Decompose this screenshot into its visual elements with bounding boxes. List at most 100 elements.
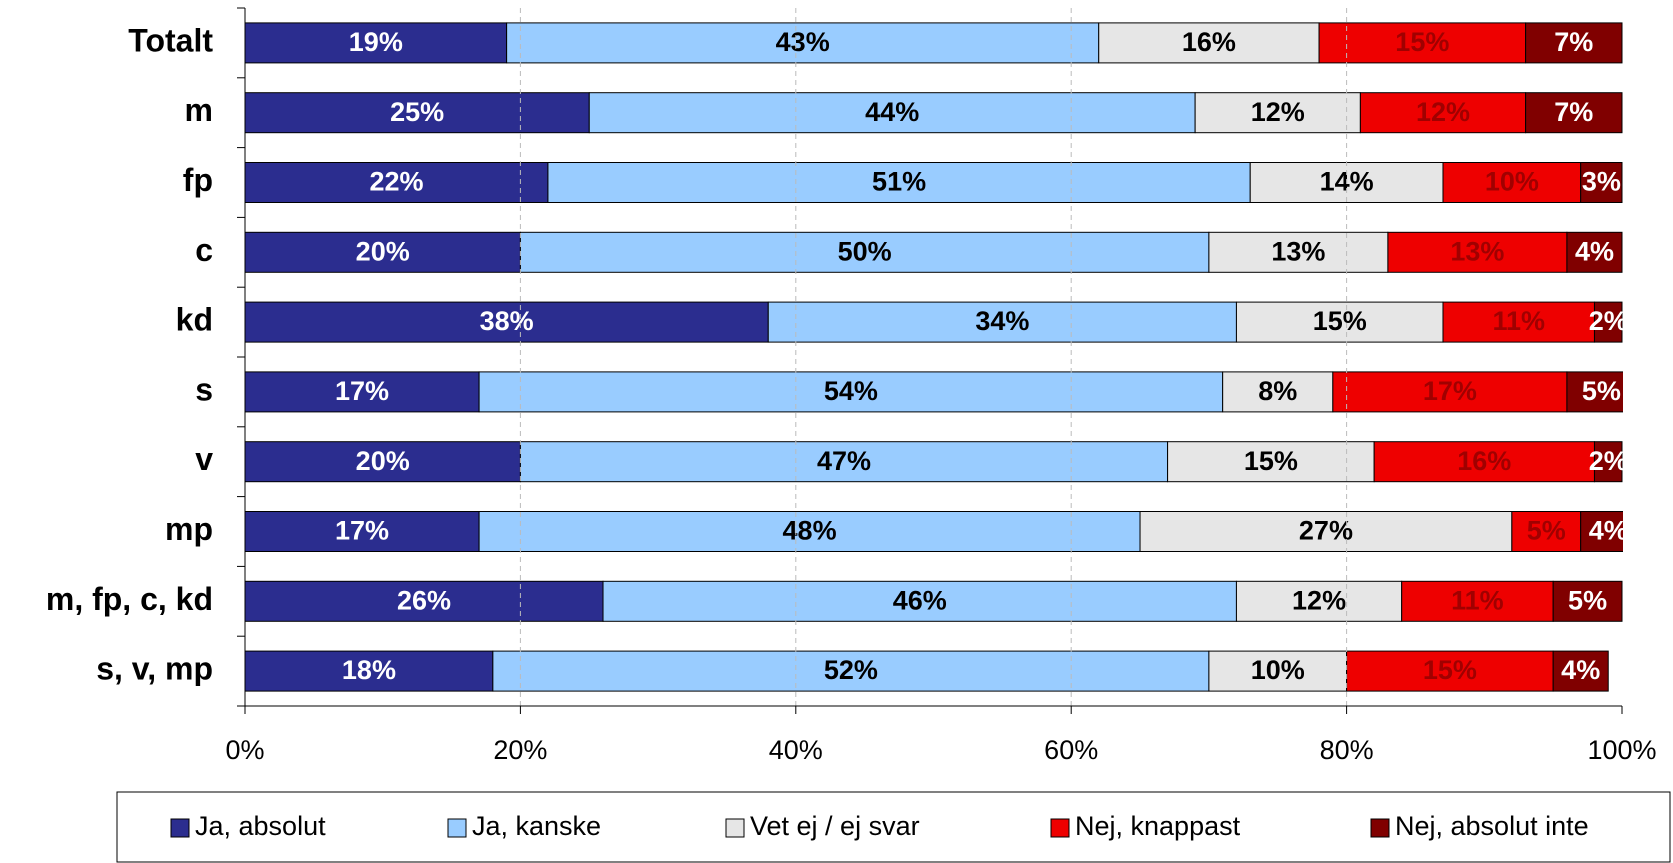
bar-segment xyxy=(1139,511,1513,552)
bar-segment xyxy=(1525,92,1623,134)
y-tick-label: c xyxy=(195,232,213,268)
data-label: 17% xyxy=(1423,376,1477,406)
data-label: 43% xyxy=(776,27,830,57)
data-label: 51% xyxy=(872,167,926,197)
bar-segment xyxy=(478,511,1141,552)
data-label: 22% xyxy=(369,167,423,197)
bar-segment xyxy=(245,580,604,622)
bar-segment xyxy=(1235,301,1444,343)
legend-label: Ja, absolut xyxy=(195,811,326,841)
legend-label: Nej, knappast xyxy=(1075,811,1241,841)
x-tick-label: 20% xyxy=(493,735,547,765)
bar-segment xyxy=(1580,511,1623,552)
data-label: 44% xyxy=(865,97,919,127)
data-label: 3% xyxy=(1582,167,1621,197)
data-label: 8% xyxy=(1258,376,1297,406)
legend-swatch xyxy=(725,818,745,838)
data-label: 12% xyxy=(1292,585,1346,615)
data-label: 7% xyxy=(1554,27,1593,57)
legend-box xyxy=(116,791,1671,863)
bar-segment xyxy=(1387,231,1568,273)
bar-segment xyxy=(506,22,1100,64)
y-tick-label: s xyxy=(195,371,213,407)
data-label: 10% xyxy=(1251,655,1305,685)
y-tick-label: m xyxy=(185,92,213,128)
bar-segment xyxy=(1566,231,1623,273)
bar-segment xyxy=(245,301,769,343)
data-label: 34% xyxy=(975,306,1029,336)
x-tick-label: 100% xyxy=(1587,735,1656,765)
bar-segment xyxy=(1332,371,1568,413)
x-tick-label: 0% xyxy=(225,735,264,765)
y-tick-label: kd xyxy=(176,302,213,338)
data-label: 7% xyxy=(1554,97,1593,127)
data-label: 17% xyxy=(335,376,389,406)
data-label: 12% xyxy=(1251,97,1305,127)
bar-segment xyxy=(1552,580,1623,622)
bar-segment xyxy=(1511,511,1582,552)
y-tick-label: s, v, mp xyxy=(96,651,213,687)
plot-area: 19% 43% 16% 15% 7%25% 44% 12% 12% 7%22% 51% 14% 10%… xyxy=(245,22,1628,692)
y-tick-label: mp xyxy=(165,511,213,547)
data-label: 13% xyxy=(1450,236,1504,266)
data-label: 47% xyxy=(817,446,871,476)
bar-segment xyxy=(1401,580,1554,622)
data-label: 15% xyxy=(1244,446,1298,476)
data-label: 46% xyxy=(893,585,947,615)
data-label: 25% xyxy=(390,97,444,127)
bar-segment xyxy=(1346,650,1554,692)
data-label: 20% xyxy=(356,446,410,476)
y-tick-label: Totalt xyxy=(128,22,213,58)
data-label: 5% xyxy=(1582,376,1621,406)
legend-swatch xyxy=(447,818,467,838)
data-label: 26% xyxy=(397,585,451,615)
data-label: 38% xyxy=(480,306,534,336)
data-label: 19% xyxy=(349,27,403,57)
bar-segment xyxy=(1167,441,1375,483)
data-label: 18% xyxy=(342,655,396,685)
legend-swatch xyxy=(170,818,190,838)
legend-label: Nej, absolut inte xyxy=(1395,811,1589,841)
data-label: 13% xyxy=(1271,236,1325,266)
data-label: 27% xyxy=(1299,516,1353,546)
y-tick-label: fp xyxy=(183,162,213,198)
data-label: 16% xyxy=(1182,27,1236,57)
data-label: 15% xyxy=(1395,27,1449,57)
bar-segment xyxy=(1442,162,1582,203)
bar-segment xyxy=(1552,650,1609,692)
bar-segment xyxy=(1098,22,1320,64)
data-label: 12% xyxy=(1416,97,1470,127)
data-label: 11% xyxy=(1451,585,1504,615)
bar-segment xyxy=(767,301,1237,343)
bar-segment xyxy=(1359,92,1527,134)
legend-swatch xyxy=(1050,818,1070,838)
data-label: 50% xyxy=(838,236,892,266)
data-label: 2% xyxy=(1589,446,1628,476)
data-label: 15% xyxy=(1313,306,1367,336)
bar-segment xyxy=(602,580,1237,622)
data-label: 16% xyxy=(1457,446,1511,476)
data-label: 4% xyxy=(1561,655,1600,685)
bar-segment xyxy=(1525,22,1623,64)
bar-segment xyxy=(1318,22,1527,64)
bar-segment xyxy=(1580,162,1623,203)
bar-segment xyxy=(1194,92,1361,134)
data-label: 52% xyxy=(824,655,878,685)
x-tick-label: 40% xyxy=(769,735,823,765)
bar-segment xyxy=(1208,650,1348,692)
y-tick-label: v xyxy=(195,441,213,477)
bar-segment xyxy=(245,22,508,64)
bar-segment xyxy=(1373,441,1595,483)
data-label: 17% xyxy=(335,516,389,546)
bar-segment xyxy=(1593,441,1623,483)
data-label: 54% xyxy=(824,376,878,406)
legend-swatch xyxy=(1370,818,1390,838)
bar-segment xyxy=(1208,231,1389,273)
data-label: 11% xyxy=(1492,306,1545,336)
legend-label: Vet ej / ej svar xyxy=(750,811,920,841)
bar-segment xyxy=(1593,301,1623,343)
bar-segment xyxy=(1235,580,1403,622)
y-tick-label: m, fp, c, kd xyxy=(46,581,213,617)
